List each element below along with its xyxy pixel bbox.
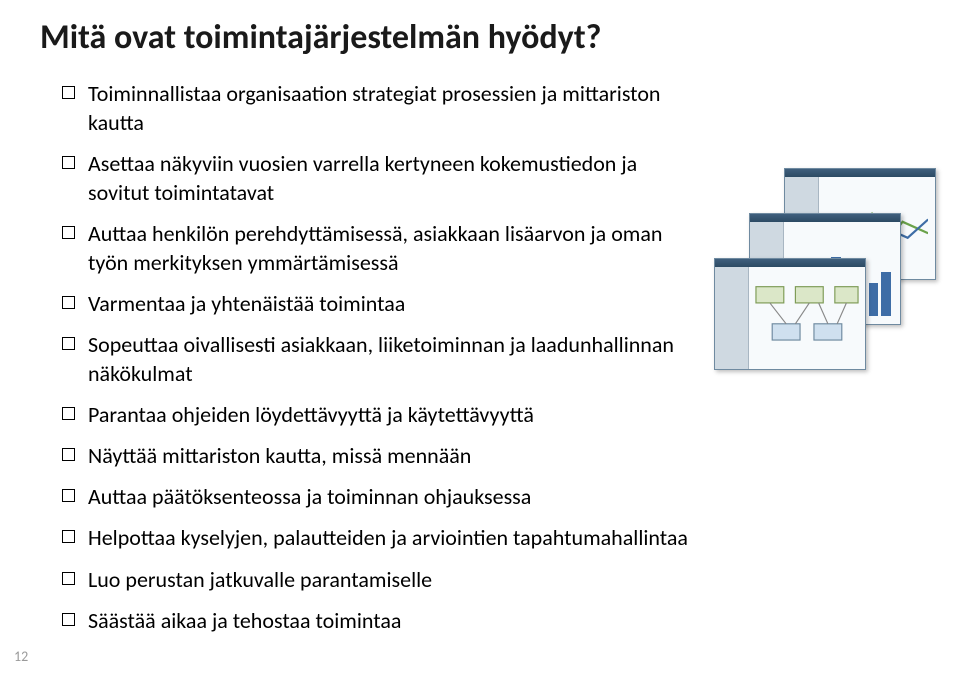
- page-title: Mitä ovat toimintajärjestelmän hyödyt?: [40, 18, 920, 57]
- dashboard-graphic: [714, 168, 934, 368]
- list-item: Helpottaa kyselyjen, palautteiden ja arv…: [62, 523, 702, 552]
- bullet-text: Näyttää mittariston kautta, missä mennää…: [88, 441, 702, 470]
- list-item: Toiminnallistaa organisaation strategiat…: [62, 79, 702, 137]
- panel-header: [715, 259, 865, 267]
- panel-header: [750, 214, 900, 222]
- list-item: Asettaa näkyviin vuosien varrella kertyn…: [62, 149, 702, 207]
- list-item: Auttaa päätöksenteossa ja toiminnan ohja…: [62, 482, 702, 511]
- panel-diagram: [714, 258, 866, 370]
- panel-body: [715, 267, 865, 369]
- bullet-list: Toiminnallistaa organisaation strategiat…: [62, 79, 702, 634]
- bullet-text: Asettaa näkyviin vuosien varrella kertyn…: [88, 149, 702, 207]
- bullet-text: Toiminnallistaa organisaation strategiat…: [88, 79, 702, 137]
- list-item: Sopeuttaa oivallisesti asiakkaan, liiket…: [62, 330, 702, 388]
- list-item: Säästää aikaa ja tehostaa toimintaa: [62, 606, 702, 635]
- bullet-text: Helpottaa kyselyjen, palautteiden ja arv…: [88, 523, 702, 552]
- panel-main: [749, 267, 865, 369]
- bullet-text: Luo perustan jatkuvalle parantamiselle: [88, 565, 702, 594]
- panel-sidebar: [715, 267, 749, 369]
- list-item: Varmentaa ja yhtenäistää toimintaa: [62, 289, 702, 318]
- panel-header: [785, 169, 935, 177]
- list-item: Auttaa henkilön perehdyttämisessä, asiak…: [62, 219, 702, 277]
- bullet-text: Sopeuttaa oivallisesti asiakkaan, liiket…: [88, 330, 702, 388]
- slide: Mitä ovat toimintajärjestelmän hyödyt? T…: [0, 0, 960, 679]
- bullet-text: Auttaa päätöksenteossa ja toiminnan ohja…: [88, 482, 702, 511]
- list-item: Parantaa ohjeiden löydettävyyttä ja käyt…: [62, 400, 702, 429]
- bullet-text: Varmentaa ja yhtenäistää toimintaa: [88, 289, 702, 318]
- bullet-text: Säästää aikaa ja tehostaa toimintaa: [88, 606, 702, 635]
- page-number: 12: [14, 648, 28, 665]
- bullet-text: Auttaa henkilön perehdyttämisessä, asiak…: [88, 219, 702, 277]
- list-item: Näyttää mittariston kautta, missä mennää…: [62, 441, 702, 470]
- flow-diagram-icon: [749, 267, 865, 369]
- list-item: Luo perustan jatkuvalle parantamiselle: [62, 565, 702, 594]
- bullet-text: Parantaa ohjeiden löydettävyyttä ja käyt…: [88, 400, 702, 429]
